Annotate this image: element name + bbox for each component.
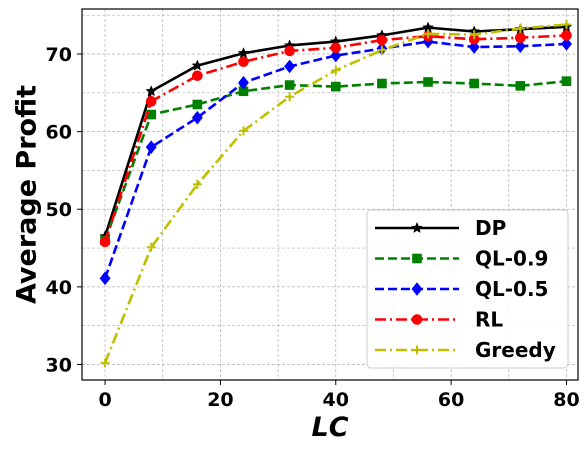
data-point <box>192 70 203 82</box>
data-point <box>423 29 433 39</box>
data-point <box>376 34 388 46</box>
data-point <box>284 45 295 57</box>
legend-entry: QL-0.5 <box>375 277 548 301</box>
data-point <box>237 47 250 59</box>
series-line <box>103 79 567 241</box>
x-tick-label: 80 <box>553 389 579 411</box>
data-point <box>192 99 203 110</box>
legend-entry: QL-0.9 <box>375 247 548 271</box>
legend-marker <box>411 314 423 325</box>
data-point <box>377 78 387 89</box>
legend-label: DP <box>475 216 506 240</box>
data-point <box>192 179 202 189</box>
data-point <box>561 76 572 86</box>
y-tick-label: 30 <box>46 354 72 376</box>
data-point <box>514 39 526 54</box>
data-point <box>515 23 525 33</box>
x-tick-label: 20 <box>207 389 233 411</box>
legend-label: QL-0.9 <box>475 247 548 271</box>
y-tick-label: 70 <box>46 44 72 66</box>
series-layer <box>99 20 573 368</box>
y-tick-label: 40 <box>46 277 72 299</box>
data-point <box>145 140 157 154</box>
data-point <box>330 48 342 63</box>
legend-marker <box>411 221 423 233</box>
data-point <box>377 45 387 55</box>
series-greedy <box>100 20 571 368</box>
series-line <box>103 40 567 279</box>
data-point <box>330 42 342 54</box>
data-point <box>191 59 204 71</box>
legend-entry: Greedy <box>375 338 556 362</box>
data-point <box>330 81 341 92</box>
legend-marker <box>412 345 422 355</box>
data-point <box>99 271 111 286</box>
data-point <box>100 358 110 368</box>
data-point <box>285 92 295 102</box>
data-point <box>238 56 249 68</box>
data-point <box>145 96 157 107</box>
data-point <box>238 126 248 136</box>
legend: DP QL-0.9 QL-0.5 RL Greedy <box>366 209 569 369</box>
data-point <box>561 20 571 30</box>
x-tick-label: 0 <box>98 389 111 411</box>
data-point <box>191 110 203 125</box>
legend-entry: DP <box>375 216 506 240</box>
data-point <box>469 30 479 40</box>
data-point <box>145 85 158 97</box>
legend-entry: RL <box>375 308 503 332</box>
x-tick-label: 60 <box>438 389 464 411</box>
data-point <box>238 75 249 90</box>
legend-label: Greedy <box>475 338 556 362</box>
data-point <box>423 77 433 87</box>
legend-label: RL <box>475 308 503 332</box>
y-tick-label: 60 <box>46 122 72 144</box>
legend-box <box>366 209 569 369</box>
plot-frame <box>81 8 579 381</box>
y-tick-label: 50 <box>46 199 72 221</box>
data-point <box>146 242 156 252</box>
y-axis-title: Average Profit <box>12 85 43 304</box>
data-point <box>331 65 341 75</box>
legend-marker <box>412 253 422 264</box>
legend-label: QL-0.5 <box>475 277 548 301</box>
data-point <box>561 30 572 41</box>
data-point <box>468 40 480 54</box>
data-point <box>99 236 111 248</box>
data-point <box>515 81 526 91</box>
data-point <box>515 32 526 44</box>
x-axis-title: LC <box>311 412 348 443</box>
legend-marker <box>411 282 423 296</box>
data-point <box>284 80 295 90</box>
data-point <box>469 78 479 89</box>
data-point <box>284 59 296 74</box>
x-tick-label: 40 <box>323 389 349 411</box>
series-ql-0-9 <box>100 76 572 246</box>
data-point <box>561 37 572 51</box>
axis-ticks: 0 20 40 60 80 30 40 50 60 70 <box>46 44 580 411</box>
series-ql-0-5 <box>99 34 572 286</box>
